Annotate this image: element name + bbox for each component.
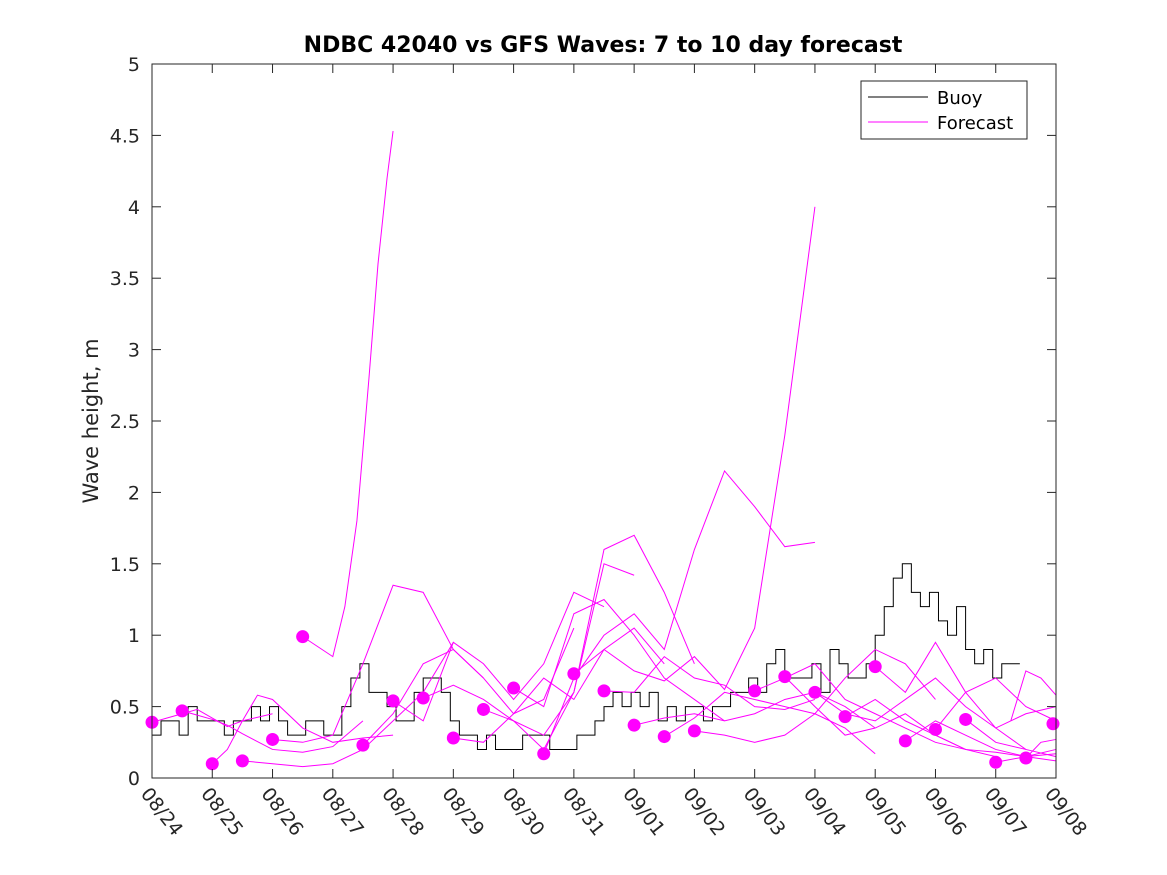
forecast-marker-9 bbox=[416, 691, 430, 705]
forecast-series-line-2 bbox=[181, 710, 364, 753]
y-tick-label: 2.5 bbox=[110, 411, 140, 433]
forecast-marker-21 bbox=[808, 685, 822, 699]
forecast-series-line-9 bbox=[423, 563, 635, 751]
forecast-series-line-18 bbox=[694, 648, 936, 743]
forecast-marker-15 bbox=[597, 684, 611, 698]
forecast-marker-7 bbox=[356, 738, 370, 752]
forecast-marker-29 bbox=[1046, 717, 1060, 731]
forecast-marker-3 bbox=[205, 757, 219, 771]
legend-forecast-label: Forecast bbox=[937, 113, 1013, 134]
forecast-series-line-3 bbox=[211, 694, 394, 765]
legend-buoy-label: Buoy bbox=[937, 88, 983, 109]
forecast-marker-23 bbox=[868, 660, 882, 674]
y-tick-label: 3.5 bbox=[110, 268, 140, 290]
forecast-series-line-1 bbox=[151, 708, 273, 728]
forecast-marker-18 bbox=[687, 724, 701, 738]
forecast-marker-16 bbox=[627, 718, 641, 732]
forecast-marker-28 bbox=[1019, 751, 1033, 765]
forecast-series-line-7 bbox=[362, 627, 575, 746]
forecast-marker-10 bbox=[446, 731, 460, 745]
forecast-series-line-25 bbox=[935, 677, 1057, 730]
forecast-marker-19 bbox=[748, 684, 762, 698]
y-tick-label: 4.5 bbox=[110, 125, 140, 147]
forecast-marker-13 bbox=[537, 747, 551, 761]
forecast-series-line-10 bbox=[453, 627, 665, 743]
forecast-series-line-8 bbox=[392, 591, 605, 722]
forecast-marker-24 bbox=[898, 734, 912, 748]
forecast-series-line-29 bbox=[1010, 670, 1057, 722]
y-tick-label: 0 bbox=[128, 768, 140, 790]
y-tick-label: 3 bbox=[128, 340, 140, 362]
y-tick-label: 1.5 bbox=[110, 554, 140, 576]
forecast-marker-5 bbox=[266, 732, 280, 746]
y-tick-label: 0.5 bbox=[110, 697, 140, 719]
forecast-marker-27 bbox=[989, 755, 1003, 769]
forecast-series-line-15 bbox=[603, 655, 816, 710]
forecast-marker-8 bbox=[386, 694, 400, 708]
forecast-series-line-16 bbox=[634, 691, 876, 729]
forecast-series-line-12 bbox=[513, 598, 725, 722]
forecast-series-line-26 bbox=[965, 719, 1057, 758]
forecast-marker-4 bbox=[235, 754, 249, 768]
forecast-marker-6 bbox=[296, 630, 310, 644]
forecast-marker-17 bbox=[657, 730, 671, 744]
forecast-marker-12 bbox=[507, 681, 521, 695]
forecast-series-line-6 bbox=[302, 131, 394, 658]
y-tick-label: 4 bbox=[128, 197, 140, 219]
forecast-marker-20 bbox=[778, 670, 792, 684]
forecast-series-line-17 bbox=[664, 691, 876, 755]
forecast-marker-26 bbox=[959, 712, 973, 726]
forecast-marker-22 bbox=[838, 710, 852, 724]
chart-title: NDBC 42040 vs GFS Waves: 7 to 10 day for… bbox=[304, 33, 903, 58]
legend-box bbox=[860, 80, 1028, 140]
forecast-marker-25 bbox=[928, 722, 942, 736]
plot-area bbox=[145, 131, 1060, 771]
y-tick-label: 2 bbox=[128, 482, 140, 504]
y-tick-label: 5 bbox=[128, 54, 140, 76]
forecast-marker-11 bbox=[476, 702, 490, 716]
forecast-marker-2 bbox=[175, 704, 189, 718]
y-axis-label: Wave height, m bbox=[79, 338, 103, 503]
legend: Buoy Forecast bbox=[860, 80, 1028, 140]
buoy-series-line bbox=[152, 563, 1020, 750]
y-tick-label: 1 bbox=[128, 625, 140, 647]
forecast-series-line-11 bbox=[483, 534, 695, 736]
forecast-marker-14 bbox=[567, 667, 581, 681]
forecast-series-line-14 bbox=[573, 206, 816, 691]
forecast-series-line-5 bbox=[272, 584, 484, 743]
forecast-series-line-28 bbox=[1025, 738, 1057, 759]
forecast-series-line-13 bbox=[543, 470, 816, 754]
